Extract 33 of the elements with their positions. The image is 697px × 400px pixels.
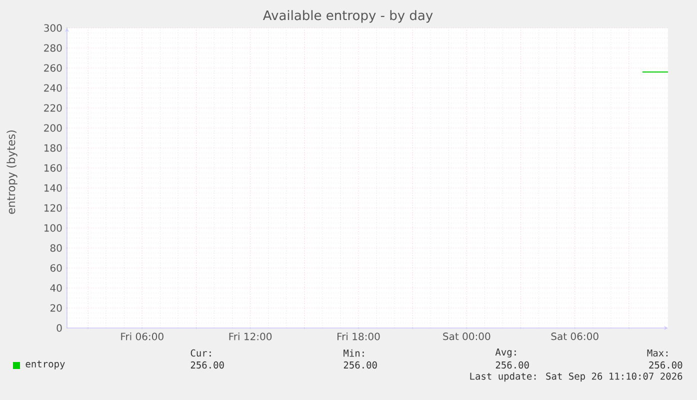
y-tick-label: 60 — [50, 264, 62, 272]
text: 256.00 — [649, 361, 682, 369]
y-tick-label: 160 — [44, 164, 62, 172]
x-tick-label: Sat 00:00 — [443, 332, 490, 340]
x-tick-label: Fri 12:00 — [229, 332, 272, 340]
x-tick-label: Sat 06:00 — [551, 332, 598, 340]
y-tick-label: 40 — [50, 284, 62, 292]
x-tick-label: Fri 06:00 — [121, 332, 164, 340]
y-tick-label: 180 — [44, 144, 62, 152]
text: 256.00 — [190, 361, 224, 369]
text: Last update: Sat Sep 26 11:10:07 2026 — [470, 372, 682, 382]
y-tick-label: 80 — [50, 244, 62, 252]
y-tick-label: 220 — [44, 104, 62, 112]
text: Min: — [344, 349, 364, 357]
y-tick-label: 120 — [44, 204, 62, 212]
y-tick-label: 280 — [44, 44, 62, 52]
text: Max: — [647, 349, 668, 357]
y-tick-label: 20 — [50, 304, 62, 312]
y-axis-title: entropy (bytes) — [6, 130, 18, 214]
y-tick-label: 140 — [44, 184, 62, 192]
text: Avg: — [495, 348, 516, 358]
y-tick-label: 200 — [44, 124, 62, 132]
text: 256.00 — [496, 361, 529, 369]
y-tick-label: 0 — [56, 324, 62, 332]
x-tick-label: Fri 18:00 — [338, 332, 380, 340]
y-tick-label: 260 — [44, 64, 62, 72]
y-tick-label: 300 — [44, 24, 62, 32]
y-tick-label: 100 — [44, 224, 62, 232]
chart-title: Available entropy - by day — [262, 10, 433, 23]
text: Cur: — [190, 349, 211, 357]
y-tick-label: 240 — [44, 84, 62, 92]
legend-label: entropy — [26, 360, 65, 370]
text: 256.00 — [344, 361, 377, 369]
